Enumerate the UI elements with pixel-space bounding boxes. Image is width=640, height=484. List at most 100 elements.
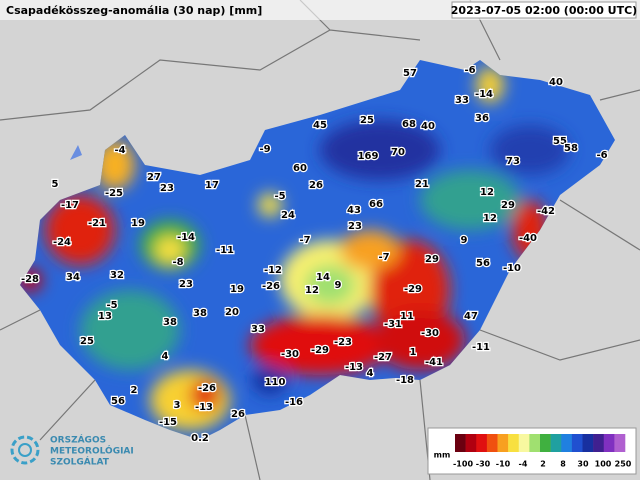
station-value: 3 <box>174 400 181 411</box>
station-value: -6 <box>596 150 607 161</box>
station-value: 36 <box>475 113 489 124</box>
legend-label: 2 <box>540 460 546 469</box>
station-value: 0.2 <box>191 433 209 444</box>
logo-line: SZOLGÁLAT <box>50 456 110 468</box>
station-value: 4 <box>162 351 169 362</box>
station-value: 33 <box>251 324 265 335</box>
station-value: 9 <box>461 235 468 246</box>
station-value: 5 <box>52 179 59 190</box>
lake <box>70 145 82 160</box>
title: Csapadékösszeg-anomália (30 nap) [mm] <box>6 4 262 17</box>
station-value: 25 <box>80 336 94 347</box>
station-value: -8 <box>172 257 183 268</box>
legend-swatch <box>455 434 466 452</box>
station-value: 19 <box>230 284 244 295</box>
station-value: -27 <box>374 352 392 363</box>
station-value: 56 <box>111 396 125 407</box>
station-value: 32 <box>110 270 124 281</box>
station-value: -18 <box>396 375 414 386</box>
station-value: -15 <box>159 417 177 428</box>
station-value: 29 <box>425 254 439 265</box>
station-value: -7 <box>378 252 389 263</box>
legend-swatch <box>486 434 498 452</box>
station-value: 34 <box>66 272 80 283</box>
station-value: -13 <box>195 402 213 413</box>
legend-swatch <box>582 434 594 452</box>
legend-swatch <box>497 434 509 452</box>
station-value: 25 <box>360 115 374 126</box>
station-value: 60 <box>293 163 307 174</box>
station-value: 66 <box>369 199 383 210</box>
station-value: -31 <box>384 319 402 330</box>
station-value: -6 <box>464 65 475 76</box>
station-value: 110 <box>265 377 286 388</box>
legend-unit: mm <box>434 451 451 460</box>
station-value: 14 <box>316 272 330 283</box>
station-value: 26 <box>309 180 323 191</box>
timestamp: 2023-07-05 02:00 (00:00 UTC) <box>451 4 637 17</box>
legend-swatch <box>603 434 615 452</box>
station-value: 27 <box>147 172 161 183</box>
legend-swatch <box>561 434 573 452</box>
station-value: 169 <box>358 151 379 162</box>
station-value: -5 <box>106 300 117 311</box>
station-value: 55 <box>553 136 567 147</box>
station-value: 12 <box>480 187 494 198</box>
legend-label: -10 <box>496 460 511 469</box>
timestamp-box <box>451 1 637 19</box>
station-value: 11 <box>400 311 414 322</box>
legend-swatch <box>508 434 520 452</box>
legend-swatch <box>540 434 551 452</box>
station-value: 12 <box>483 213 497 224</box>
station-value: 12 <box>305 285 319 296</box>
legend: -100 -30 -10 -4 2 8 30 100 250 <box>453 434 632 469</box>
legend-swatch <box>614 434 626 452</box>
station-value: -42 <box>537 206 555 217</box>
station-value: 19 <box>131 218 145 229</box>
station-value: -40 <box>519 233 537 244</box>
station-value: 47 <box>464 311 478 322</box>
station-value: -7 <box>299 235 310 246</box>
station-value: 57 <box>403 68 417 79</box>
legend-swatch <box>593 434 605 452</box>
legend-swatch <box>529 434 541 452</box>
station-value: 4 <box>367 368 374 379</box>
station-value: 73 <box>506 156 520 167</box>
station-value: -5 <box>274 191 285 202</box>
logo-line: ORSZÁGOS <box>50 434 106 446</box>
station-value: -21 <box>88 218 106 229</box>
legend-label: -100 <box>453 460 473 469</box>
legend-label: 250 <box>615 460 632 469</box>
legend-swatch <box>518 434 530 452</box>
station-value: -10 <box>503 263 521 274</box>
station-value: -23 <box>334 337 352 348</box>
station-value: -29 <box>311 345 329 356</box>
station-value: 2 <box>131 385 138 396</box>
legend-label: -4 <box>519 460 528 469</box>
station-value: 40 <box>421 121 435 132</box>
station-value: 38 <box>193 308 207 319</box>
legend-swatch <box>571 434 583 452</box>
station-value: -28 <box>21 274 39 285</box>
station-value: 26 <box>231 409 245 420</box>
station-value: -30 <box>281 349 299 360</box>
station-value: 23 <box>179 279 193 290</box>
station-value: -14 <box>177 232 195 243</box>
station-value: -30 <box>421 328 439 339</box>
station-value: -4 <box>114 145 125 156</box>
logo-line: METEOROLÓGIAI <box>50 445 134 457</box>
legend-label: 100 <box>595 460 612 469</box>
station-value: -13 <box>345 362 363 373</box>
station-value: -11 <box>216 245 234 256</box>
station-value: 23 <box>348 221 362 232</box>
station-value: 33 <box>455 95 469 106</box>
station-value: 56 <box>476 258 490 269</box>
station-value: -16 <box>285 397 303 408</box>
station-value: 43 <box>347 205 361 216</box>
station-value: -25 <box>105 188 123 199</box>
station-value: -9 <box>259 144 270 155</box>
station-value: 24 <box>281 210 295 221</box>
